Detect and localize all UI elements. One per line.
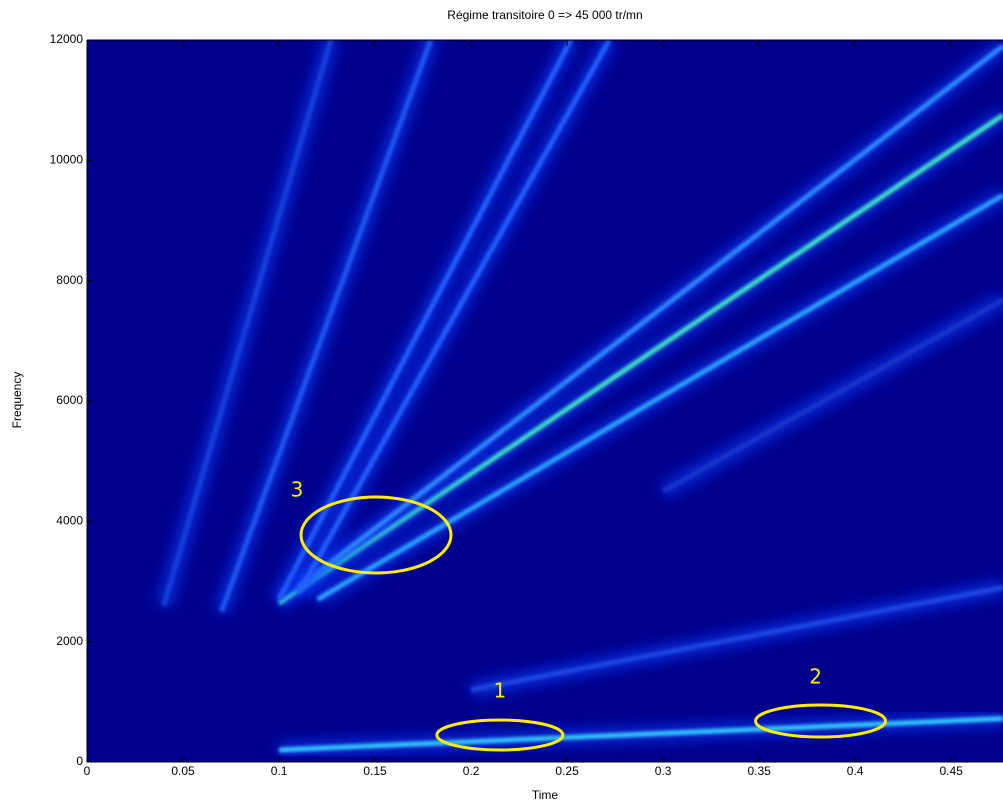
plot-area [155, 40, 1003, 759]
annotation-ellipse [435, 718, 565, 752]
y-tick-label: 10000 [50, 153, 84, 167]
ridge [661, 297, 1003, 494]
x-tick-label: 0.35 [747, 764, 771, 778]
ridge [277, 113, 1003, 606]
x-tick-label: 0 [84, 764, 91, 778]
annotation-ellipse [299, 495, 453, 575]
y-tick-label: 0 [76, 754, 83, 768]
overlay: 1 2 3 [86, 39, 952, 763]
annotation-label: 2 [809, 665, 822, 689]
x-axis-label: Time [532, 788, 559, 802]
ridge [219, 40, 434, 613]
x-tick-label: 0.15 [363, 764, 387, 778]
y-tick-label: 6000 [56, 393, 83, 407]
x-tick-label: 0.1 [271, 764, 288, 778]
ridge [296, 40, 612, 595]
annotation-label: 1 [494, 678, 507, 702]
x-tick-label: 0.2 [463, 764, 480, 778]
axes-frame [86, 39, 1003, 763]
annotation-ellipse [754, 703, 888, 739]
x-tick-label: 0.45 [939, 764, 963, 778]
y-axis-label: Frequency [10, 372, 24, 429]
x-tick-label: 0.25 [555, 764, 579, 778]
x-tick-label: 0.3 [655, 764, 672, 778]
x-tick-label: 0.05 [171, 764, 195, 778]
ridge [278, 716, 1003, 753]
y-tick-label: 12000 [50, 32, 84, 46]
y-tick-label: 8000 [56, 273, 83, 287]
y-tick-label: 4000 [56, 514, 83, 528]
annotation-label: 3 [291, 477, 304, 501]
chart-title: Régime transitoire 0 => 45 000 tr/mn [447, 8, 642, 22]
y-tick-label: 2000 [56, 634, 83, 648]
ridge [296, 44, 1003, 590]
ridge [316, 193, 1003, 602]
ridge [161, 40, 334, 607]
ridge [470, 585, 1003, 693]
x-tick-label: 0.4 [847, 764, 864, 778]
